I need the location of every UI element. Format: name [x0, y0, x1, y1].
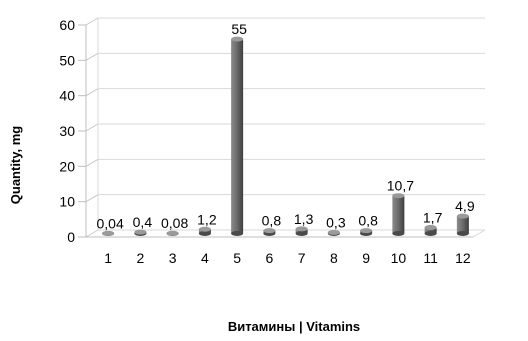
bar-body — [392, 196, 404, 234]
data-label: 10,7 — [387, 178, 414, 194]
x-tick-label: 4 — [201, 250, 209, 266]
data-label: 0,8 — [262, 213, 282, 229]
data-labels: 0,04 0,4 0,08 1,2 55 0,8 1,3 0,3 0,8 10,7 1,7 4,9 — [97, 21, 475, 231]
data-label: 0,3 — [326, 214, 346, 230]
gridline-side — [86, 89, 98, 96]
bar-top — [392, 193, 404, 198]
data-label: 0,8 — [358, 213, 378, 229]
bar — [296, 226, 308, 236]
x-tick-label: 5 — [233, 250, 241, 266]
y-tick-label: 30 — [59, 123, 75, 139]
gridline-side — [86, 124, 98, 131]
bar — [134, 230, 146, 236]
bar-top — [457, 214, 469, 219]
data-label: 1,3 — [294, 211, 314, 227]
bar-top — [328, 230, 340, 235]
x-tick-label: 3 — [169, 250, 177, 266]
bar-base — [392, 231, 404, 236]
floor-right-edge — [473, 230, 485, 237]
bar — [102, 231, 114, 236]
x-tick-label: 8 — [330, 250, 338, 266]
grid — [86, 18, 485, 237]
bar-body — [457, 216, 469, 233]
y-tick-label: 50 — [59, 52, 75, 68]
x-tick-label: 6 — [265, 250, 273, 266]
bar-top — [263, 228, 275, 233]
bar-top — [425, 225, 437, 230]
bar — [199, 227, 211, 236]
bar-base — [457, 231, 469, 236]
bar-base — [296, 231, 308, 236]
y-tick-label: 60 — [59, 17, 75, 33]
bar — [231, 37, 243, 236]
gridline-side — [86, 53, 98, 60]
bar-top — [231, 37, 243, 42]
bar-top — [360, 228, 372, 233]
bar-base — [425, 231, 437, 236]
gridline-side — [86, 159, 98, 166]
bar — [167, 231, 179, 236]
bar-base — [231, 231, 243, 236]
gridline-side — [86, 18, 98, 25]
x-axis-title: Витамины | Vitamins — [228, 319, 360, 334]
bar — [360, 228, 372, 236]
bar-top — [167, 231, 179, 236]
x-tick-label: 1 — [104, 250, 112, 266]
data-label: 1,7 — [423, 209, 443, 225]
y-tick-label: 0 — [67, 229, 75, 245]
data-label: 1,2 — [197, 211, 217, 227]
bar — [457, 214, 469, 236]
bar — [263, 228, 275, 236]
x-tick-label: 10 — [391, 250, 407, 266]
bar — [392, 193, 404, 236]
bar — [328, 230, 340, 236]
x-tick-label: 2 — [136, 250, 144, 266]
bar-top — [102, 231, 114, 236]
bars — [102, 37, 469, 236]
y-tick-label: 20 — [59, 158, 75, 174]
x-tick-label: 9 — [362, 250, 370, 266]
data-label: 55 — [231, 21, 247, 37]
y-tick-label: 40 — [59, 88, 75, 104]
y-tick-label: 10 — [59, 194, 75, 210]
bar — [425, 225, 437, 236]
data-label: 4,9 — [455, 198, 475, 214]
gridline-side — [86, 195, 98, 202]
bar-top — [296, 226, 308, 231]
data-label: 0,08 — [161, 215, 188, 231]
x-tick-label: 7 — [298, 250, 306, 266]
x-tick-label: 11 — [423, 250, 438, 266]
bar-top — [134, 230, 146, 235]
data-label: 0,4 — [133, 214, 153, 230]
y-axis-title: Quantity, mg — [8, 126, 23, 205]
bar-body — [231, 39, 243, 233]
data-label: 0,04 — [97, 215, 124, 231]
x-tick-label: 12 — [455, 250, 471, 266]
bar-top — [199, 227, 211, 232]
